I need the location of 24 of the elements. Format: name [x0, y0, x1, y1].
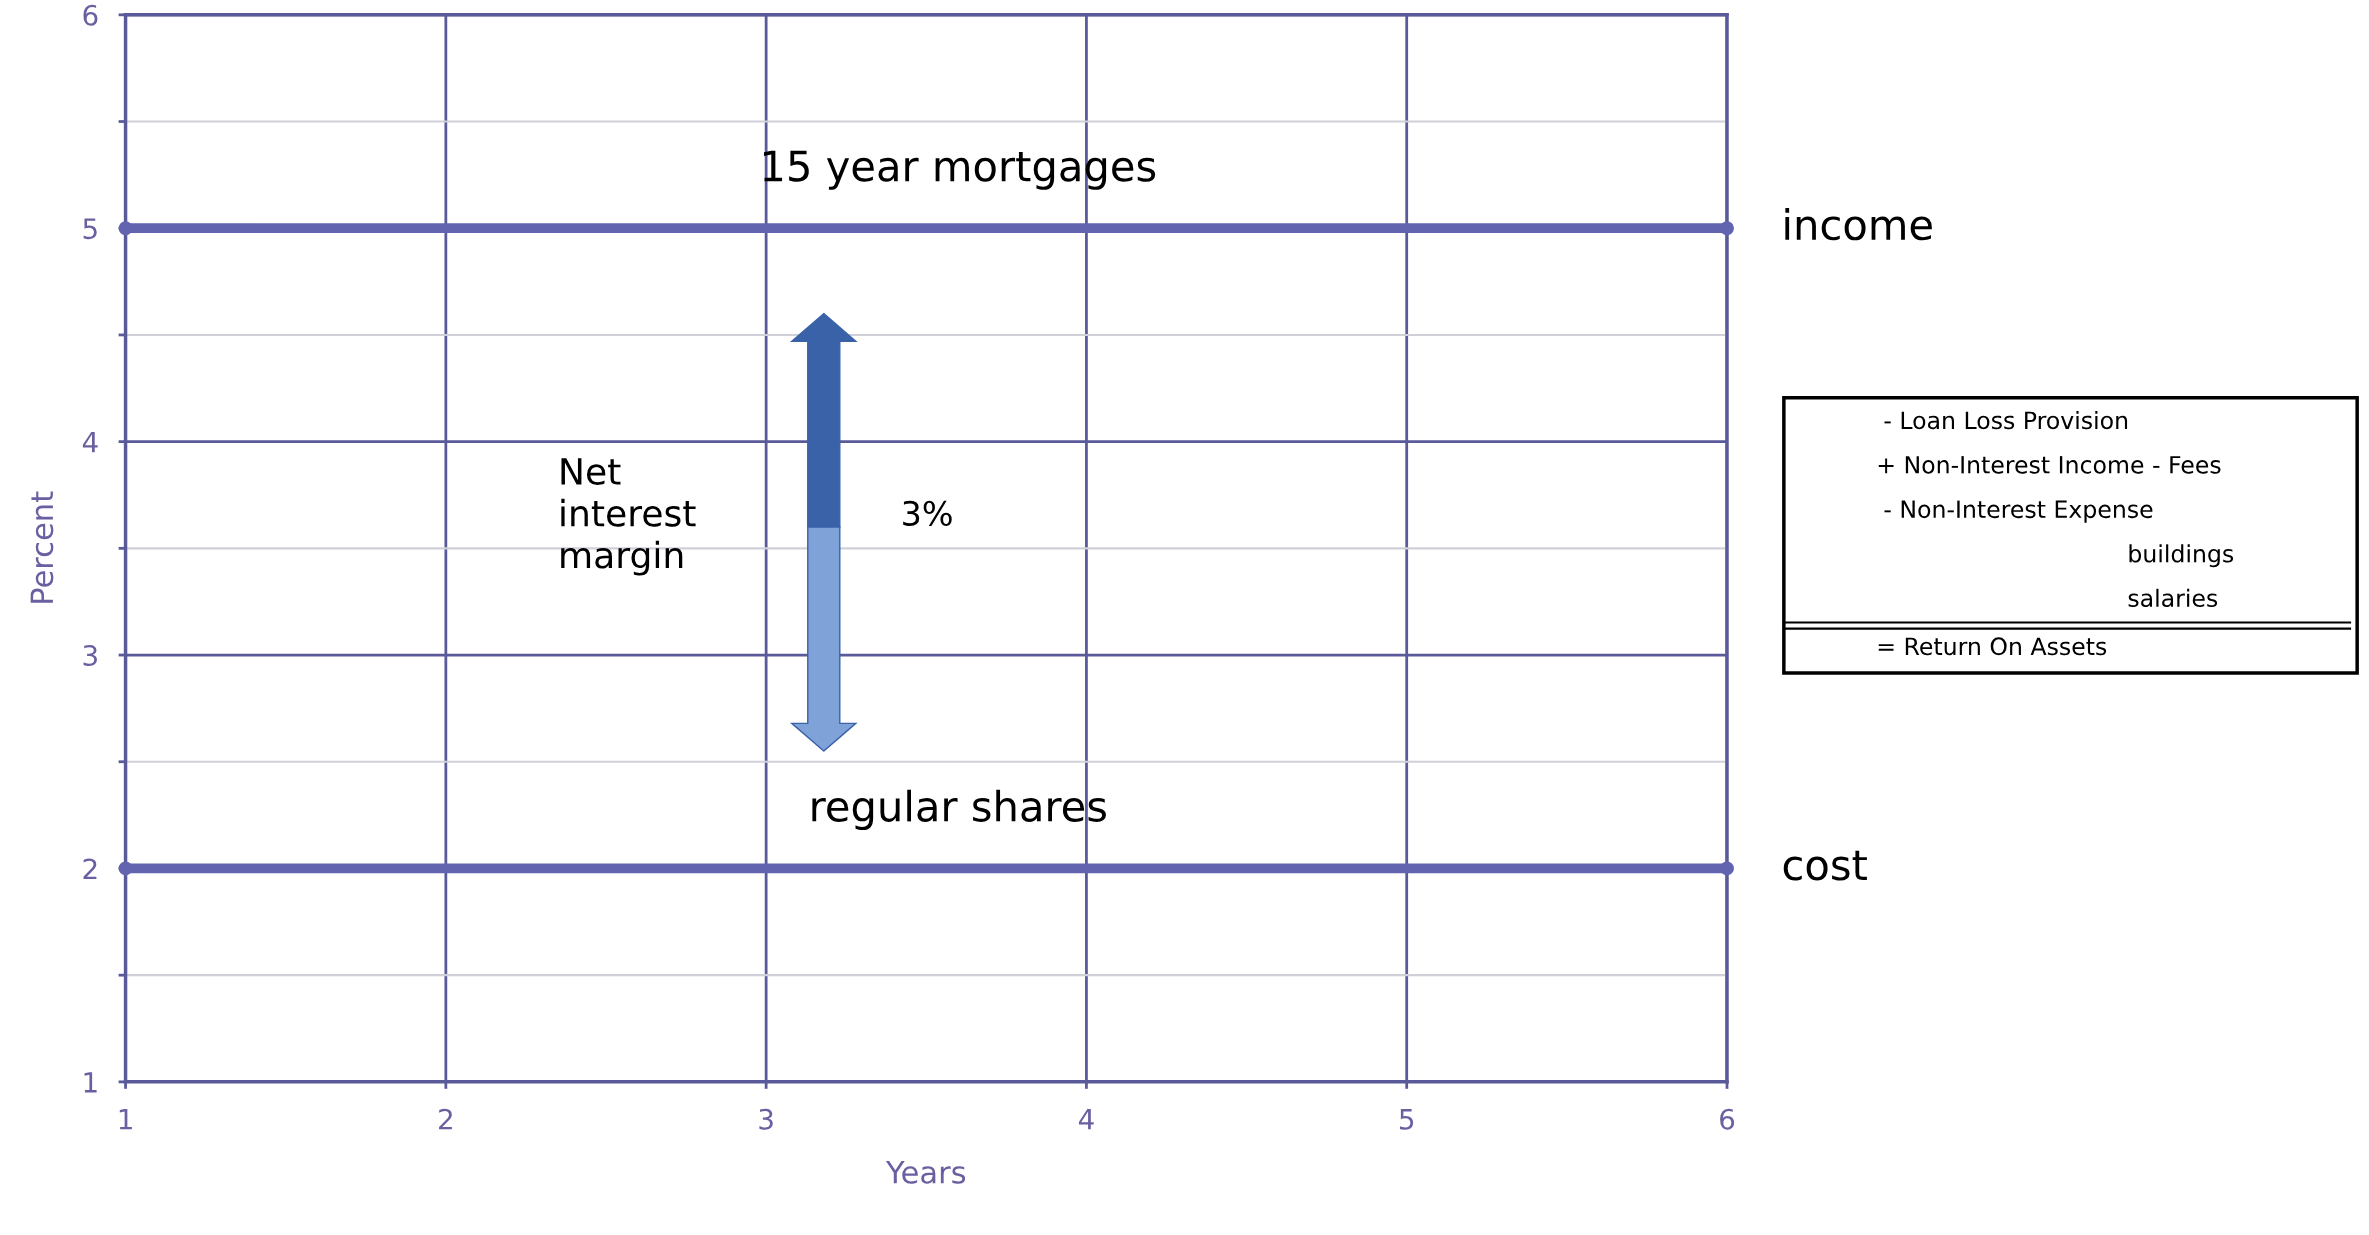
text: salaries [2128, 588, 2218, 608]
text: - Loan Loss Provision [1884, 410, 2128, 430]
series-label: cost [1783, 850, 1867, 881]
text: buildings [2129, 544, 2234, 568]
x-tick-label: 6 [1720, 1108, 1735, 1130]
x-tick-label: 1 [119, 1109, 132, 1130]
series-label: income [1785, 208, 1932, 241]
y-tick-label: 2 [83, 858, 97, 880]
annotation: Net interest margin [561, 458, 696, 576]
y-axis-title: Percent [30, 491, 54, 603]
y-tick-label: 3 [83, 644, 97, 666]
text: - Non-Interest Expense [1884, 500, 2153, 523]
x-tick-label: 2 [439, 1108, 452, 1130]
x-axis-title: Years [885, 1161, 966, 1184]
text: + Non-Interest Income - Fees [1878, 456, 2221, 474]
y-tick-label: 1 [84, 1072, 97, 1093]
x-tick-label: 4 [1078, 1109, 1094, 1130]
y-tick-label: 5 [83, 218, 97, 240]
x-tick-label: 3 [759, 1108, 773, 1130]
y-tick-label: 6 [83, 4, 98, 26]
annotation: 3% [903, 500, 952, 526]
x-tick-label: 5 [1400, 1109, 1414, 1130]
y-tick-label: 4 [82, 431, 98, 453]
text: = Return On Assets [1878, 637, 2107, 656]
